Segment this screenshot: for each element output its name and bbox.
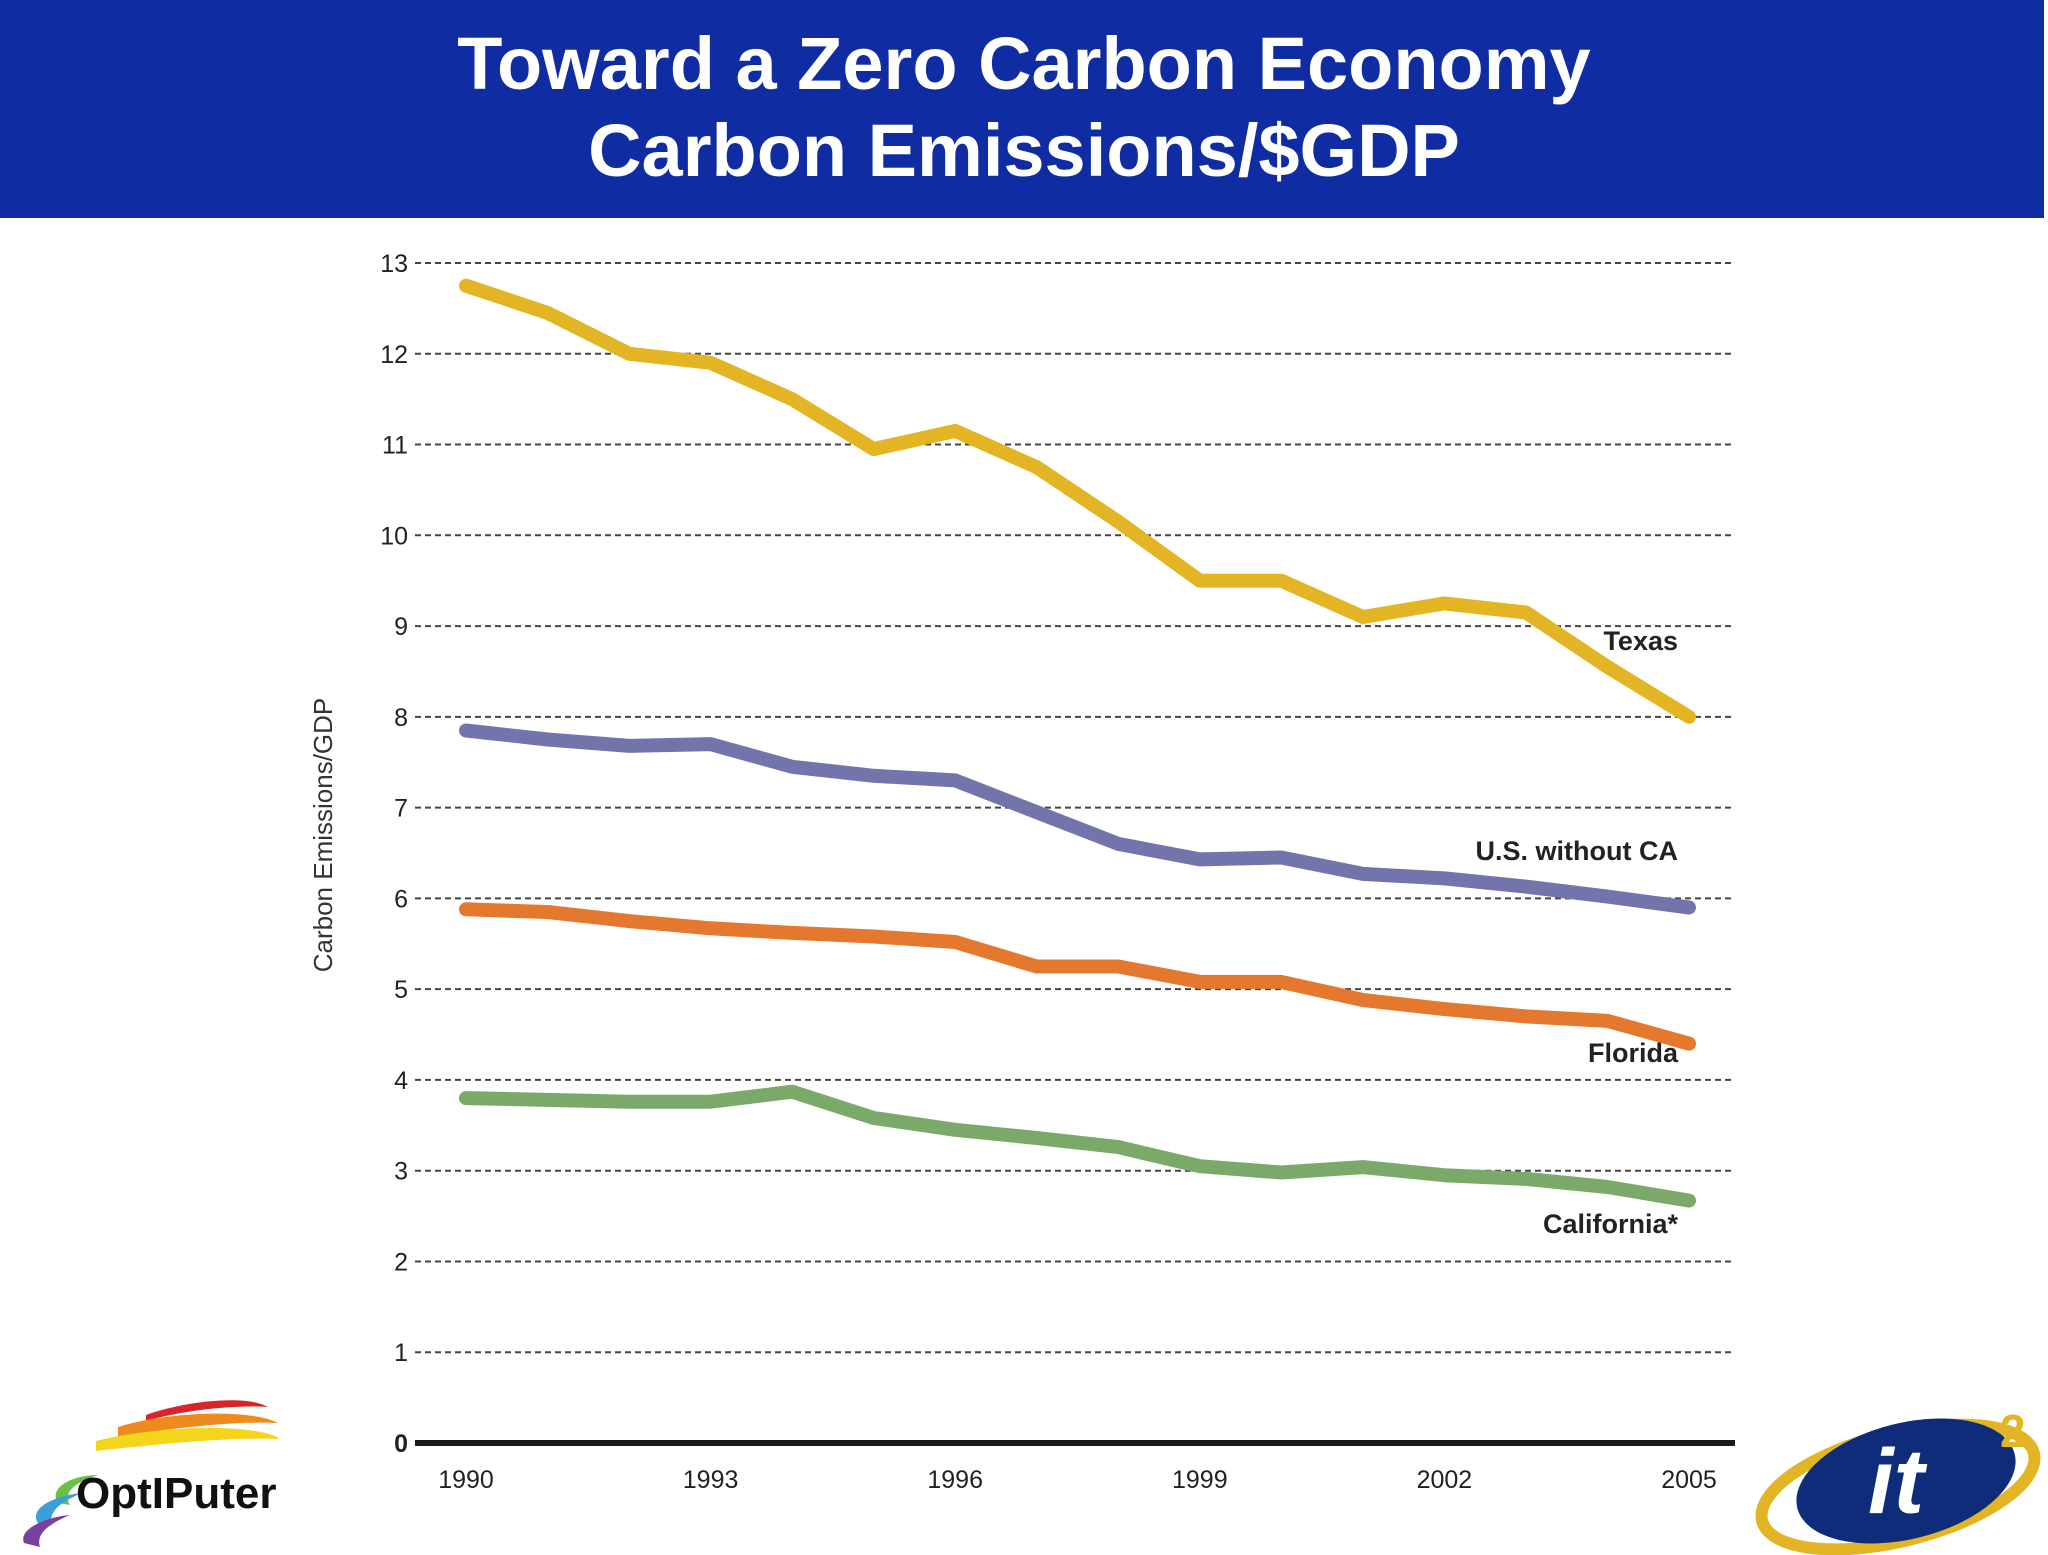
y-tick-label: 1 — [394, 1339, 408, 1367]
florida-label: Florida — [1588, 1038, 1679, 1068]
y-tick-label: 5 — [394, 976, 408, 1004]
us-without-ca-line — [459, 723, 1696, 915]
optiputer-logo-text: OptIPuter — [76, 1469, 276, 1518]
x-tick-label: 1999 — [1172, 1466, 1228, 1494]
title-banner — [0, 0, 2044, 218]
it2-logo: it 2 — [1755, 1405, 2041, 1555]
svg-text:it: it — [1868, 1431, 1928, 1533]
y-tick-label: 8 — [394, 704, 408, 732]
x-tick-label: 2005 — [1661, 1466, 1717, 1494]
florida-line — [459, 902, 1696, 1051]
y-tick-label: 0 — [394, 1430, 408, 1458]
banner-edge — [2044, 0, 2048, 212]
us-without-ca-label: U.S. without CA — [1476, 836, 1678, 866]
y-tick-label: 12 — [380, 341, 408, 369]
y-tick-label: 10 — [380, 522, 408, 550]
y-tick-label: 4 — [394, 1067, 408, 1095]
texas-label: Texas — [1603, 626, 1678, 656]
y-tick-label: 13 — [380, 250, 408, 278]
y-axis-label: Carbon Emissions/GDP — [308, 698, 338, 973]
svg-text:2: 2 — [2000, 1405, 2026, 1457]
x-tick-label: 1996 — [927, 1466, 983, 1494]
x-tick-label: 2002 — [1417, 1466, 1473, 1494]
slide-title: Toward a Zero Carbon Economy — [457, 22, 1591, 105]
x-tick-label: 1993 — [683, 1466, 739, 1494]
y-tick-label: 7 — [394, 795, 408, 823]
california-label: California* — [1543, 1209, 1679, 1239]
y-tick-label: 2 — [394, 1248, 408, 1276]
y-tick-label: 11 — [382, 432, 408, 460]
slide-subtitle: Carbon Emissions/$GDP — [588, 109, 1460, 192]
y-tick-label: 9 — [394, 613, 408, 641]
california-line — [459, 1084, 1696, 1208]
y-tick-label: 3 — [394, 1158, 408, 1186]
x-tick-label: 1990 — [438, 1466, 494, 1494]
texas-line — [459, 278, 1696, 724]
y-tick-label: 6 — [394, 885, 408, 913]
optiputer-logo: OptIPuter — [23, 1400, 280, 1547]
